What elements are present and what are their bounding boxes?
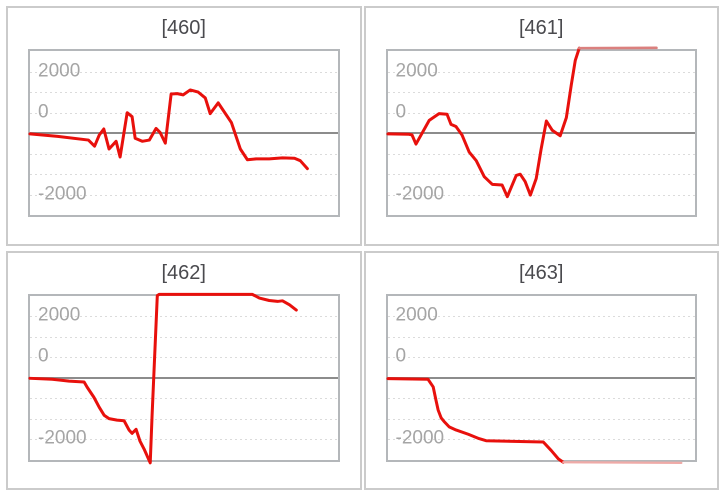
gridline [387, 316, 695, 317]
slump-line-chart [388, 296, 696, 460]
chart-panel-462: [462] 2000 0 -2000 [6, 250, 362, 490]
gridline [387, 418, 695, 420]
slump-line-chart [388, 51, 696, 215]
zero-line [30, 376, 338, 379]
gridline [30, 112, 338, 114]
gridline [387, 112, 695, 114]
gridline [30, 316, 338, 317]
gridline [387, 439, 695, 440]
series-main [30, 294, 296, 463]
plot-area: 2000 0 -2000 [28, 293, 340, 462]
series-main [30, 90, 307, 169]
slump-line-chart [30, 51, 338, 215]
y-axis-label: 2000 [38, 60, 81, 82]
gridline [387, 92, 695, 93]
y-axis-label: 2000 [395, 304, 438, 326]
gridline [30, 336, 338, 338]
y-axis-label: -2000 [38, 183, 87, 205]
gridline [30, 153, 338, 155]
y-axis-label: 0 [395, 345, 407, 367]
y-axis-label: -2000 [395, 427, 445, 449]
chart-title: [462] [161, 261, 206, 284]
y-axis-label: 0 [395, 101, 407, 123]
chart-title: [461] [519, 17, 564, 39]
gridline [30, 418, 338, 420]
gridline [30, 398, 338, 399]
chart-title: [460] [161, 17, 206, 39]
series-light [563, 462, 681, 463]
y-axis-label: -2000 [38, 427, 87, 449]
chart-panel-460: [460] 2000 0 -2000 [6, 6, 362, 246]
y-axis-label: 2000 [395, 60, 438, 82]
plot-area: 2000 0 -2000 [385, 49, 697, 217]
gridline [30, 174, 338, 175]
zero-line [387, 132, 695, 134]
chart-panel-461: [461] 2000 0 -2000 [363, 6, 719, 246]
gridline [30, 71, 338, 73]
gridline [387, 357, 695, 358]
series-main [388, 378, 563, 462]
zero-line [30, 132, 338, 134]
gridline [30, 194, 338, 196]
series-main [388, 48, 579, 197]
y-axis-label: 0 [38, 345, 49, 367]
gridline [387, 71, 695, 73]
slump-line-chart [30, 296, 338, 460]
y-axis-label: 0 [38, 101, 49, 123]
gridline [387, 174, 695, 175]
gridline [30, 439, 338, 440]
chart-title: [463] [519, 261, 564, 284]
zero-line [387, 376, 695, 379]
gridline [30, 357, 338, 358]
plot-area: 2000 0 -2000 [28, 49, 340, 217]
gridline [387, 194, 695, 196]
gridline [387, 336, 695, 338]
gridline [30, 92, 338, 93]
plot-area: 2000 0 -2000 [385, 293, 697, 462]
chart-panel-463: [463] 2000 0 -2000 [363, 250, 719, 490]
y-axis-label: 2000 [38, 304, 81, 326]
y-axis-label: -2000 [395, 183, 445, 205]
gridline [387, 398, 695, 399]
